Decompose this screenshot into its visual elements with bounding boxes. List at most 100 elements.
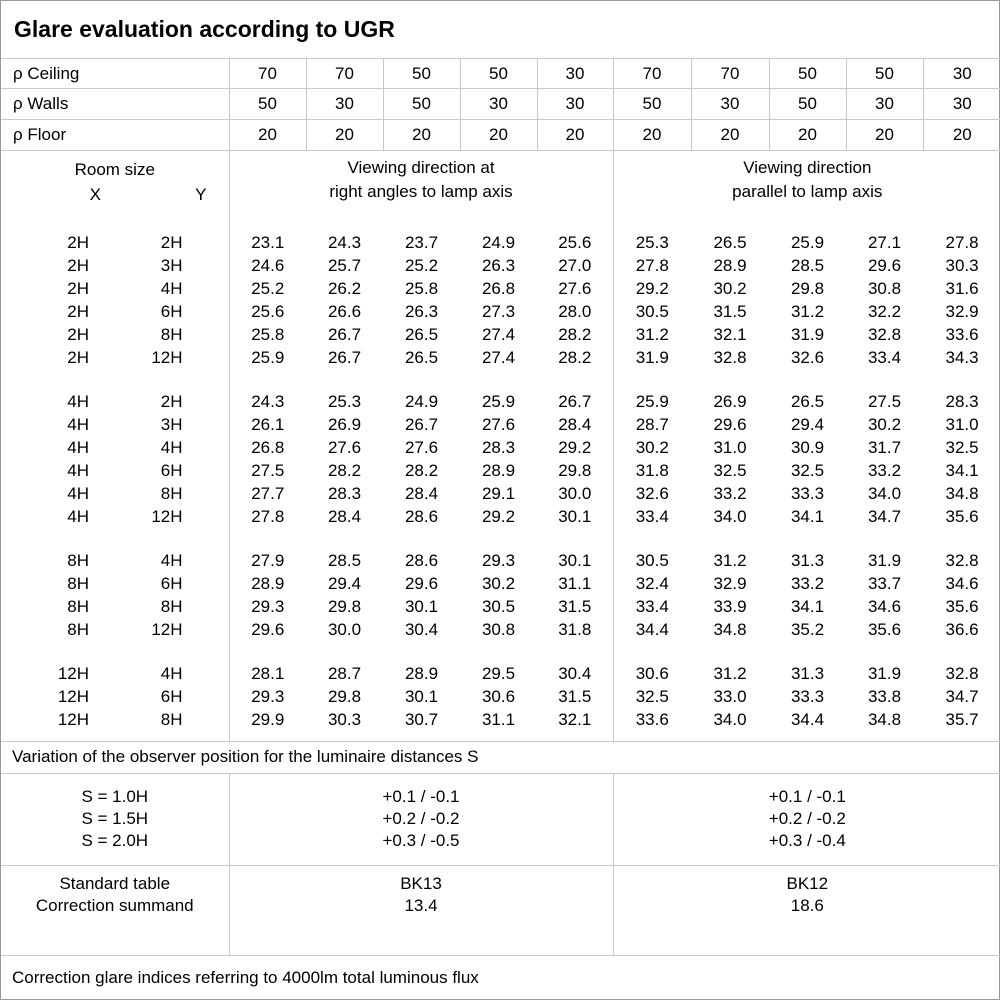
ugr-value-right-angles: 28.2 <box>404 461 439 481</box>
room-size-y: 4H <box>111 662 230 686</box>
ugr-value-parallel: 34.8 <box>713 620 747 640</box>
ugr-value-parallel: 32.4 <box>635 574 669 594</box>
ugr-value-parallel: 25.3 <box>635 233 669 253</box>
ugr-value-right-angles: 30.0 <box>537 482 614 506</box>
ugr-value-parallel: 32.5 <box>713 461 747 481</box>
room-size-y: 6H <box>111 459 230 483</box>
ugr-value-parallel: 31.5 <box>713 302 747 322</box>
reflectance-value: 70 <box>305 58 383 90</box>
ugr-value-right-angles: 29.9 <box>251 710 285 730</box>
room-size-y: 4H <box>111 277 230 301</box>
room-size-y: 12H <box>111 346 230 370</box>
ugr-value-parallel: 34.6 <box>945 574 979 594</box>
room-size-x: 8H <box>67 574 89 594</box>
ugr-value-parallel: 34.6 <box>867 597 902 617</box>
ugr-value-right-angles: 25.2 <box>251 279 285 299</box>
ugr-value-parallel: 35.2 <box>790 620 825 640</box>
ugr-value-right-angles: 29.2 <box>481 507 516 527</box>
standard-parallel: BK12 18.6 <box>613 865 1000 957</box>
ugr-value-parallel: 31.6 <box>945 279 979 299</box>
ugr-value-right-angles: 26.8 <box>481 279 516 299</box>
ugr-value-parallel: 34.3 <box>945 348 979 368</box>
ugr-value-right-angles: 31.8 <box>537 618 614 642</box>
ugr-value-parallel: 34.8 <box>945 484 979 504</box>
filler-row <box>1 731 1000 742</box>
ugr-value-parallel: 26.9 <box>713 392 747 412</box>
room-size-y: 3H <box>111 254 230 278</box>
ugr-value-right-angles: 28.9 <box>404 664 439 684</box>
ugr-value-parallel: 31.2 <box>790 302 825 322</box>
ugr-value-parallel: 34.0 <box>867 484 902 504</box>
ugr-value-parallel: 30.9 <box>790 438 825 458</box>
ugr-value-parallel: 34.4 <box>635 620 669 640</box>
footer-note: Correction glare indices referring to 40… <box>12 967 479 987</box>
ugr-value-parallel: 33.2 <box>790 574 825 594</box>
ugr-value-right-angles: 27.5 <box>251 461 285 481</box>
ugr-value-parallel: 33.3 <box>790 484 825 504</box>
ugr-value-right-angles: 27.3 <box>481 302 516 322</box>
ugr-row: 4H 2H 24.3 25.3 24.9 25.9 26.7 25.9 26.9 26.5 27.5… <box>1 390 1000 414</box>
ugr-value-right-angles: 27.7 <box>251 484 285 504</box>
ugr-value-right-angles: 26.7 <box>537 390 614 414</box>
room-size-x: 12H <box>57 710 89 730</box>
ugr-row: 2H 4H 25.2 26.2 25.8 26.8 27.6 29.2 30.2 29.8 30.8… <box>1 277 1000 301</box>
room-size-x: 2H <box>67 256 89 276</box>
ugr-row: 8H 6H 28.9 29.4 29.6 30.2 31.1 32.4 32.9 33.2 33.7… <box>1 572 1000 596</box>
ugr-row: 8H 4H 27.9 28.5 28.6 29.3 30.1 30.5 31.2 31.3 31.9… <box>1 549 1000 573</box>
ugr-value-parallel: 29.6 <box>713 415 747 435</box>
ugr-value-right-angles: 27.6 <box>537 277 614 301</box>
ugr-value-right-angles: 30.2 <box>481 574 516 594</box>
ugr-value-parallel: 26.5 <box>713 233 747 253</box>
ugr-value-right-angles: 27.6 <box>327 438 362 458</box>
ugr-value-parallel: 35.7 <box>945 710 979 730</box>
room-size-x: 12H <box>57 664 89 684</box>
ugr-value-right-angles: 28.5 <box>327 551 362 571</box>
ugr-value-parallel: 31.9 <box>635 348 669 368</box>
room-size-x: 4H <box>67 392 89 412</box>
standard-value-parallel: 18.6 <box>790 895 824 915</box>
ugr-value-parallel: 33.8 <box>867 687 902 707</box>
ugr-row: 2H 3H 24.6 25.7 25.2 26.3 27.0 27.8 28.9 28.5 29.6… <box>1 254 1000 278</box>
room-size-header: Room size X Y <box>1 150 230 232</box>
ugr-value-right-angles: 23.1 <box>251 233 285 253</box>
group2-line2: parallel to lamp axis <box>732 181 883 201</box>
ugr-value-right-angles: 29.4 <box>327 574 362 594</box>
room-size-y: 2H <box>111 231 230 255</box>
ugr-value-parallel: 31.3 <box>790 551 825 571</box>
ugr-value-right-angles: 30.6 <box>481 687 516 707</box>
room-size-x: 4H <box>67 461 89 481</box>
reflectance-value: 30 <box>305 88 383 120</box>
reflectance-row: ρ Ceiling 70 70 50 50 30 70 70 50 50 30 <box>1 58 1000 90</box>
ugr-value-right-angles: 24.6 <box>251 256 285 276</box>
ugr-row: 4H 8H 27.7 28.3 28.4 29.1 30.0 32.6 33.2 33.3 34.0… <box>1 482 1000 506</box>
room-size-x: 2H <box>67 302 89 322</box>
reflectance-row: ρ Floor 20 20 20 20 20 20 20 20 20 20 <box>1 119 1000 151</box>
ugr-row: 4H 6H 27.5 28.2 28.2 28.9 29.8 31.8 32.5 32.5 33.2… <box>1 459 1000 483</box>
reflectance-value: 50 <box>768 58 846 90</box>
ugr-value-parallel: 29.2 <box>635 279 669 299</box>
spacer-cell <box>1 369 230 391</box>
reflectance-value: 30 <box>845 88 923 120</box>
room-size-y: 3H <box>111 413 230 437</box>
group2-line1: Viewing direction <box>743 157 872 177</box>
ugr-value-right-angles: 28.2 <box>327 461 362 481</box>
ugr-value-right-angles: 27.8 <box>251 507 285 527</box>
room-size-x: 4H <box>67 507 89 527</box>
ugr-value-parallel: 31.9 <box>867 664 902 684</box>
x-axis-label: X <box>89 184 101 204</box>
ugr-value-right-angles: 28.2 <box>537 323 614 347</box>
ugr-value-parallel: 30.5 <box>635 551 669 571</box>
ugr-value-right-angles: 27.4 <box>481 348 516 368</box>
ugr-row: 8H 12H 29.6 30.0 30.4 30.8 31.8 34.4 34.8 35.2 35.… <box>1 618 1000 642</box>
ugr-value-parallel: 34.4 <box>790 710 825 730</box>
ugr-row: 8H 8H 29.3 29.8 30.1 30.5 31.5 33.4 33.9 34.1 34.6… <box>1 595 1000 619</box>
ugr-value-right-angles: 26.7 <box>327 348 362 368</box>
ugr-value-right-angles: 28.9 <box>251 574 285 594</box>
reflectance-value: 20 <box>922 119 1000 151</box>
ugr-value-parallel: 31.0 <box>945 415 979 435</box>
ugr-value-right-angles: 28.3 <box>327 484 362 504</box>
ugr-value-right-angles: 29.5 <box>481 664 516 684</box>
ugr-value-right-angles: 28.7 <box>327 664 362 684</box>
ugr-value-right-angles: 28.3 <box>481 438 516 458</box>
